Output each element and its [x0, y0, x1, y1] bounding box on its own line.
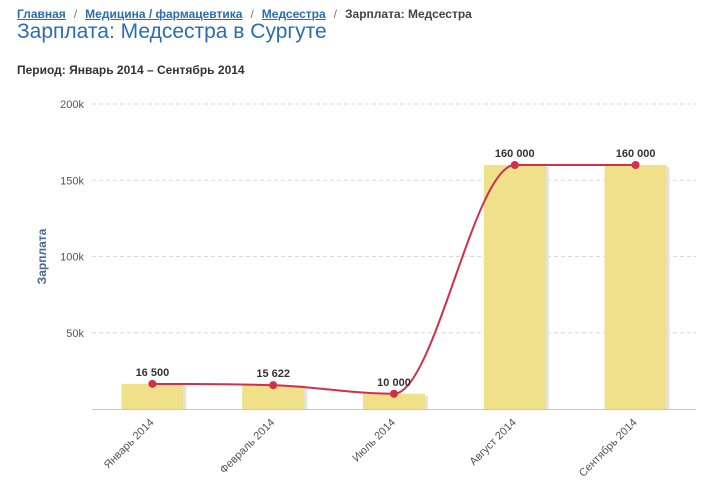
y-tick-label: 100k: [60, 252, 84, 264]
data-point: [510, 161, 519, 169]
breadcrumb-separator: /: [250, 7, 254, 21]
data-point: [390, 389, 398, 398]
data-label: 160 000: [616, 148, 656, 160]
period-label: Период: Январь 2014 – Сентябрь 2014: [17, 63, 245, 77]
breadcrumb-link-nurse[interactable]: Медсестра: [261, 7, 326, 21]
breadcrumb-current: Зарплата: Медсестра: [345, 7, 472, 21]
x-tick-label: Июль 2014: [350, 417, 398, 465]
breadcrumb-link-home[interactable]: Главная: [17, 7, 66, 21]
data-point: [148, 379, 157, 388]
y-axis-label: Зарплата: [35, 228, 49, 284]
data-label: 15 622: [256, 368, 290, 380]
bar: [483, 165, 546, 409]
y-tick-label: 200k: [60, 99, 84, 111]
y-tick-label: 150k: [60, 175, 84, 187]
data-point: [269, 381, 278, 390]
x-tick-label: Сентябрь 2014: [577, 417, 640, 480]
x-tick-label: Август 2014: [468, 417, 519, 468]
data-label: 160 000: [495, 148, 535, 160]
x-tick-label: Февраль 2014: [218, 417, 278, 477]
data-label: 10 000: [377, 377, 411, 389]
data-point: [631, 161, 640, 169]
breadcrumb-separator: /: [73, 7, 78, 21]
bar: [242, 385, 305, 409]
series-line: [152, 163, 636, 395]
data-label: 16 500: [136, 367, 170, 379]
bar: [121, 383, 184, 409]
bar: [604, 165, 667, 409]
page-title: Зарплата: Медсестра в Сургуте: [17, 20, 327, 43]
breadcrumb-link-medicine[interactable]: Медицина / фармацевтика: [85, 7, 243, 21]
x-tick-label: Январь 2014: [102, 417, 157, 472]
breadcrumb-separator: /: [333, 7, 338, 21]
y-tick-label: 50k: [66, 328, 84, 340]
breadcrumb: Главная / Медицина / фармацевтика / Медсестр…: [17, 7, 472, 21]
bar: [363, 393, 425, 409]
